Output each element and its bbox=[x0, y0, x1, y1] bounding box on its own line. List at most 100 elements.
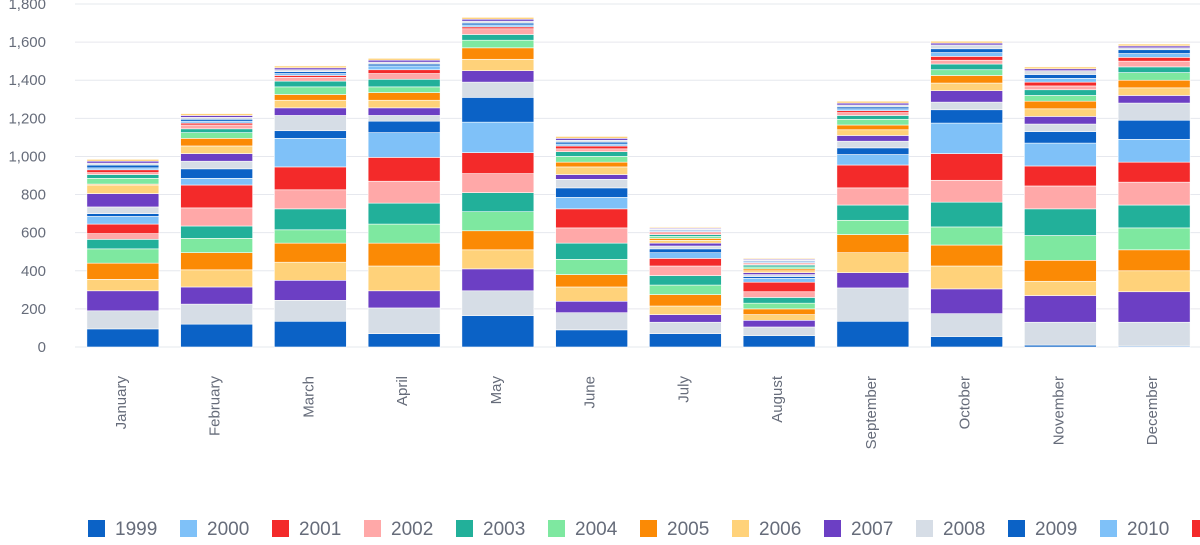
legend-item-1999[interactable]: 1999 bbox=[88, 519, 157, 540]
bar-segment[interactable] bbox=[930, 153, 1003, 181]
bar-segment[interactable] bbox=[367, 65, 441, 71]
bar-stack-june[interactable] bbox=[555, 136, 628, 348]
bar-stack-november[interactable] bbox=[1024, 66, 1097, 348]
bar-segment[interactable] bbox=[1117, 249, 1191, 272]
bar-segment[interactable] bbox=[86, 248, 160, 264]
bar-stack-january[interactable] bbox=[86, 159, 160, 348]
bar-segment[interactable] bbox=[930, 179, 1003, 203]
bar-segment[interactable] bbox=[555, 174, 628, 180]
bar-segment[interactable] bbox=[180, 124, 253, 130]
bar-segment[interactable] bbox=[1024, 131, 1097, 144]
bar-segment[interactable] bbox=[274, 77, 347, 82]
bar-segment[interactable] bbox=[180, 160, 253, 170]
legend-item-2008[interactable]: 2008 bbox=[916, 519, 985, 540]
bar-segment[interactable] bbox=[649, 284, 722, 295]
bar-segment[interactable] bbox=[461, 97, 535, 123]
bar-segment[interactable] bbox=[836, 140, 910, 149]
bar-segment[interactable] bbox=[555, 300, 628, 313]
bar-segment[interactable] bbox=[1024, 123, 1097, 132]
bar-segment[interactable] bbox=[836, 219, 910, 235]
bar-segment[interactable] bbox=[1024, 81, 1097, 87]
bar-segment[interactable] bbox=[1024, 142, 1097, 167]
bar-segment[interactable] bbox=[86, 233, 160, 240]
bar-segment[interactable] bbox=[555, 187, 628, 198]
bar-segment[interactable] bbox=[1117, 181, 1191, 206]
bar-segment[interactable] bbox=[86, 223, 160, 234]
bar-segment[interactable] bbox=[274, 130, 347, 139]
bar-segment[interactable] bbox=[1117, 87, 1191, 96]
bar-segment[interactable] bbox=[649, 226, 722, 229]
bar-segment[interactable] bbox=[367, 73, 441, 80]
bar-segment[interactable] bbox=[836, 112, 910, 116]
bar-segment[interactable] bbox=[742, 291, 816, 298]
bar-segment[interactable] bbox=[1117, 95, 1191, 104]
bar-segment[interactable] bbox=[555, 161, 628, 168]
bar-segment[interactable] bbox=[930, 122, 1003, 154]
bar-segment[interactable] bbox=[461, 81, 535, 98]
bar-segment[interactable] bbox=[930, 40, 1003, 44]
bar-segment[interactable] bbox=[274, 208, 347, 231]
bar-segment[interactable] bbox=[461, 39, 535, 49]
bar-segment[interactable] bbox=[1117, 204, 1191, 229]
bar-segment[interactable] bbox=[1117, 53, 1191, 58]
bar-segment[interactable] bbox=[86, 262, 160, 280]
bar-segment[interactable] bbox=[1024, 295, 1097, 323]
legend-item-2000[interactable]: 2000 bbox=[180, 519, 249, 540]
bar-segment[interactable] bbox=[180, 128, 253, 133]
bar-segment[interactable] bbox=[836, 115, 910, 120]
bar-segment[interactable] bbox=[1117, 321, 1191, 347]
bar-segment[interactable] bbox=[86, 178, 160, 185]
bar-segment[interactable] bbox=[930, 313, 1003, 337]
bar-segment[interactable] bbox=[180, 207, 253, 227]
bar-segment[interactable] bbox=[180, 323, 253, 348]
bar-segment[interactable] bbox=[1024, 100, 1097, 110]
bar-segment[interactable] bbox=[274, 229, 347, 244]
legend-item-2009[interactable]: 2009 bbox=[1008, 519, 1077, 540]
bar-segment[interactable] bbox=[86, 216, 160, 225]
bar-segment[interactable] bbox=[1024, 78, 1097, 83]
bar-segment[interactable] bbox=[930, 52, 1003, 57]
legend-item-2001[interactable]: 2001 bbox=[272, 519, 341, 540]
bar-segment[interactable] bbox=[555, 136, 628, 139]
bar-segment[interactable] bbox=[367, 333, 441, 348]
bar-segment[interactable] bbox=[86, 328, 160, 348]
bar-segment[interactable] bbox=[86, 193, 160, 208]
bar-segment[interactable] bbox=[367, 242, 441, 267]
bar-stack-july[interactable] bbox=[649, 226, 722, 348]
bar-segment[interactable] bbox=[180, 145, 253, 154]
bar-segment[interactable] bbox=[742, 297, 816, 304]
bar-segment[interactable] bbox=[367, 202, 441, 225]
bar-segment[interactable] bbox=[930, 109, 1003, 124]
bar-segment[interactable] bbox=[1024, 70, 1097, 75]
bar-segment[interactable] bbox=[1024, 85, 1097, 91]
legend-item-2007[interactable]: 2007 bbox=[824, 519, 893, 540]
bar-segment[interactable] bbox=[367, 86, 441, 93]
bar-segment[interactable] bbox=[836, 252, 910, 273]
bar-segment[interactable] bbox=[367, 157, 441, 182]
bar-segment[interactable] bbox=[555, 242, 628, 260]
bar-segment[interactable] bbox=[180, 238, 253, 253]
bar-segment[interactable] bbox=[367, 307, 441, 334]
bar-segment[interactable] bbox=[274, 107, 347, 116]
bar-segment[interactable] bbox=[649, 321, 722, 334]
bar-segment[interactable] bbox=[1024, 66, 1097, 70]
bar-segment[interactable] bbox=[1117, 66, 1191, 73]
bar-segment[interactable] bbox=[555, 208, 628, 229]
bar-segment[interactable] bbox=[367, 180, 441, 204]
bar-segment[interactable] bbox=[461, 268, 535, 292]
bar-segment[interactable] bbox=[555, 151, 628, 157]
bar-segment[interactable] bbox=[1117, 291, 1191, 323]
bar-segment[interactable] bbox=[649, 265, 722, 276]
bar-segment[interactable] bbox=[274, 189, 347, 210]
bar-segment[interactable] bbox=[836, 287, 910, 322]
bar-segment[interactable] bbox=[555, 227, 628, 244]
bar-segment[interactable] bbox=[1117, 227, 1191, 251]
bar-segment[interactable] bbox=[742, 258, 816, 260]
bar-segment[interactable] bbox=[930, 59, 1003, 65]
bar-segment[interactable] bbox=[649, 314, 722, 323]
bar-segment[interactable] bbox=[367, 107, 441, 116]
bar-segment[interactable] bbox=[180, 184, 253, 209]
bar-segment[interactable] bbox=[836, 204, 910, 221]
bar-segment[interactable] bbox=[836, 124, 910, 131]
bar-segment[interactable] bbox=[274, 242, 347, 263]
